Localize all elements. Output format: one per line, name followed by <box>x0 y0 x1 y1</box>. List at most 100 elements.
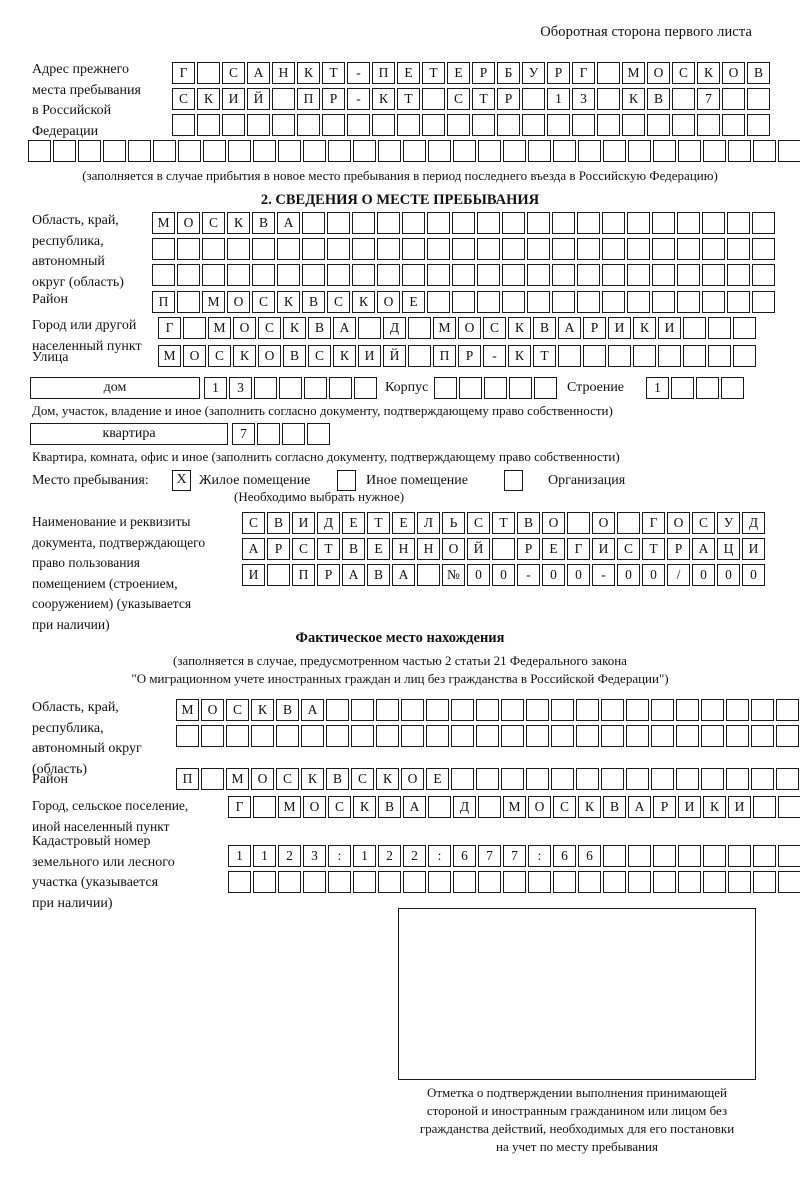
prev-address-r1-cell-5[interactable]: Н <box>272 62 295 84</box>
prev-address-r4-cell-1[interactable] <box>28 140 51 162</box>
prev-address-r4-cell-13[interactable] <box>328 140 351 162</box>
document-r2-cell-5[interactable]: В <box>342 538 365 560</box>
region-r3-cell-18[interactable] <box>577 264 600 286</box>
actual-region-r1-cell-20[interactable] <box>651 699 674 721</box>
district-cell-17[interactable] <box>552 291 575 313</box>
stroenie-cell-1[interactable]: 1 <box>646 377 669 399</box>
actual-region-r2-cell-10[interactable] <box>401 725 424 747</box>
city-cell-16[interactable]: В <box>533 317 556 339</box>
cadastral-r2-cell-6[interactable] <box>353 871 376 893</box>
actual-district-cell-7[interactable]: В <box>326 768 349 790</box>
actual-region-r1-cell-14[interactable] <box>501 699 524 721</box>
region-r1-cell-3[interactable]: С <box>202 212 225 234</box>
actual-district-cell-12[interactable] <box>451 768 474 790</box>
document-r3-cell-20[interactable]: 0 <box>717 564 740 586</box>
actual-region-r1-cell-6[interactable]: А <box>301 699 324 721</box>
prev-address-r2-cell-8[interactable]: - <box>347 88 370 110</box>
city-cell-2[interactable] <box>183 317 206 339</box>
korpus-cell-3[interactable] <box>484 377 507 399</box>
prev-address-r1-cell-3[interactable]: С <box>222 62 245 84</box>
district-cell-11[interactable]: Е <box>402 291 425 313</box>
actual-region-r1-cell-7[interactable] <box>326 699 349 721</box>
flat-cell-1[interactable]: 7 <box>232 423 255 445</box>
region-r1-cell-10[interactable] <box>377 212 400 234</box>
cadastral-r2-cell-23[interactable] <box>778 871 800 893</box>
actual-district-cell-8[interactable]: С <box>351 768 374 790</box>
prev-address-r3-cell-18[interactable] <box>597 114 620 136</box>
actual-city-cell-17[interactable]: А <box>628 796 651 818</box>
actual-region-r2-cell-23[interactable] <box>726 725 749 747</box>
document-r3-cell-9[interactable]: № <box>442 564 465 586</box>
actual-city-cell-18[interactable]: Р <box>653 796 676 818</box>
prev-address-r3-cell-11[interactable] <box>422 114 445 136</box>
actual-district-cell-2[interactable] <box>201 768 224 790</box>
region-r2-cell-19[interactable] <box>602 238 625 260</box>
region-r2-cell-18[interactable] <box>577 238 600 260</box>
actual-region-r2-cell-3[interactable] <box>226 725 249 747</box>
region-r1-cell-1[interactable]: М <box>152 212 175 234</box>
actual-district-cell-25[interactable] <box>776 768 799 790</box>
document-r1-cell-11[interactable]: Т <box>492 512 515 534</box>
document-r2-cell-3[interactable]: С <box>292 538 315 560</box>
actual-region-r1-cell-16[interactable] <box>551 699 574 721</box>
district-cell-15[interactable] <box>502 291 525 313</box>
prev-address-r1-cell-19[interactable]: М <box>622 62 645 84</box>
prev-address-r3-cell-3[interactable] <box>222 114 245 136</box>
house-cell-4[interactable] <box>279 377 302 399</box>
region-r1-cell-14[interactable] <box>477 212 500 234</box>
house-cell-6[interactable] <box>329 377 352 399</box>
street-cell-12[interactable]: П <box>433 345 456 367</box>
stroenie-cell-3[interactable] <box>696 377 719 399</box>
city-cell-11[interactable] <box>408 317 431 339</box>
actual-region-r1-cell-19[interactable] <box>626 699 649 721</box>
district-cell-10[interactable]: О <box>377 291 400 313</box>
actual-region-r2-cell-12[interactable] <box>451 725 474 747</box>
document-r1-cell-8[interactable]: Л <box>417 512 440 534</box>
actual-region-r1-cell-3[interactable]: С <box>226 699 249 721</box>
actual-region-r1-cell-5[interactable]: В <box>276 699 299 721</box>
document-r2-cell-8[interactable]: Н <box>417 538 440 560</box>
actual-region-r1-cell-25[interactable] <box>776 699 799 721</box>
prev-address-r1-cell-9[interactable]: П <box>372 62 395 84</box>
prev-address-r2-cell-19[interactable]: К <box>622 88 645 110</box>
actual-district-cell-18[interactable] <box>601 768 624 790</box>
korpus-cell-4[interactable] <box>509 377 532 399</box>
actual-district-cell-11[interactable]: Е <box>426 768 449 790</box>
actual-district-cell-10[interactable]: О <box>401 768 424 790</box>
prev-address-r2-cell-9[interactable]: К <box>372 88 395 110</box>
prev-address-r4-cell-4[interactable] <box>103 140 126 162</box>
region-r1-cell-6[interactable]: А <box>277 212 300 234</box>
city-cell-13[interactable]: О <box>458 317 481 339</box>
region-r2-cell-20[interactable] <box>627 238 650 260</box>
actual-district-cell-24[interactable] <box>751 768 774 790</box>
region-row-3[interactable] <box>152 264 775 286</box>
prev-address-r3-cell-4[interactable] <box>247 114 270 136</box>
prev-address-r2-cell-6[interactable]: П <box>297 88 320 110</box>
prev-address-r3-cell-1[interactable] <box>172 114 195 136</box>
cadastral-r1-cell-19[interactable] <box>678 845 701 867</box>
region-r3-cell-23[interactable] <box>702 264 725 286</box>
region-r3-cell-5[interactable] <box>252 264 275 286</box>
district-cell-13[interactable] <box>452 291 475 313</box>
district-cell-5[interactable]: С <box>252 291 275 313</box>
region-r3-cell-8[interactable] <box>327 264 350 286</box>
document-row-3[interactable]: И П Р А В А № 0 0-0 0-0 0/0 0 0 <box>242 564 765 586</box>
region-r3-cell-16[interactable] <box>527 264 550 286</box>
prev-address-r1-cell-8[interactable]: - <box>347 62 370 84</box>
region-r1-cell-17[interactable] <box>552 212 575 234</box>
street-cell-4[interactable]: К <box>233 345 256 367</box>
actual-region-r2-cell-22[interactable] <box>701 725 724 747</box>
document-r1-cell-3[interactable]: И <box>292 512 315 534</box>
region-r1-cell-2[interactable]: О <box>177 212 200 234</box>
actual-region-r2-cell-16[interactable] <box>551 725 574 747</box>
actual-region-r1-cell-13[interactable] <box>476 699 499 721</box>
actual-city-cell-7[interactable]: В <box>378 796 401 818</box>
region-r1-cell-19[interactable] <box>602 212 625 234</box>
cadastral-r2-cell-1[interactable] <box>228 871 251 893</box>
district-cell-7[interactable]: В <box>302 291 325 313</box>
street-cell-22[interactable] <box>683 345 706 367</box>
